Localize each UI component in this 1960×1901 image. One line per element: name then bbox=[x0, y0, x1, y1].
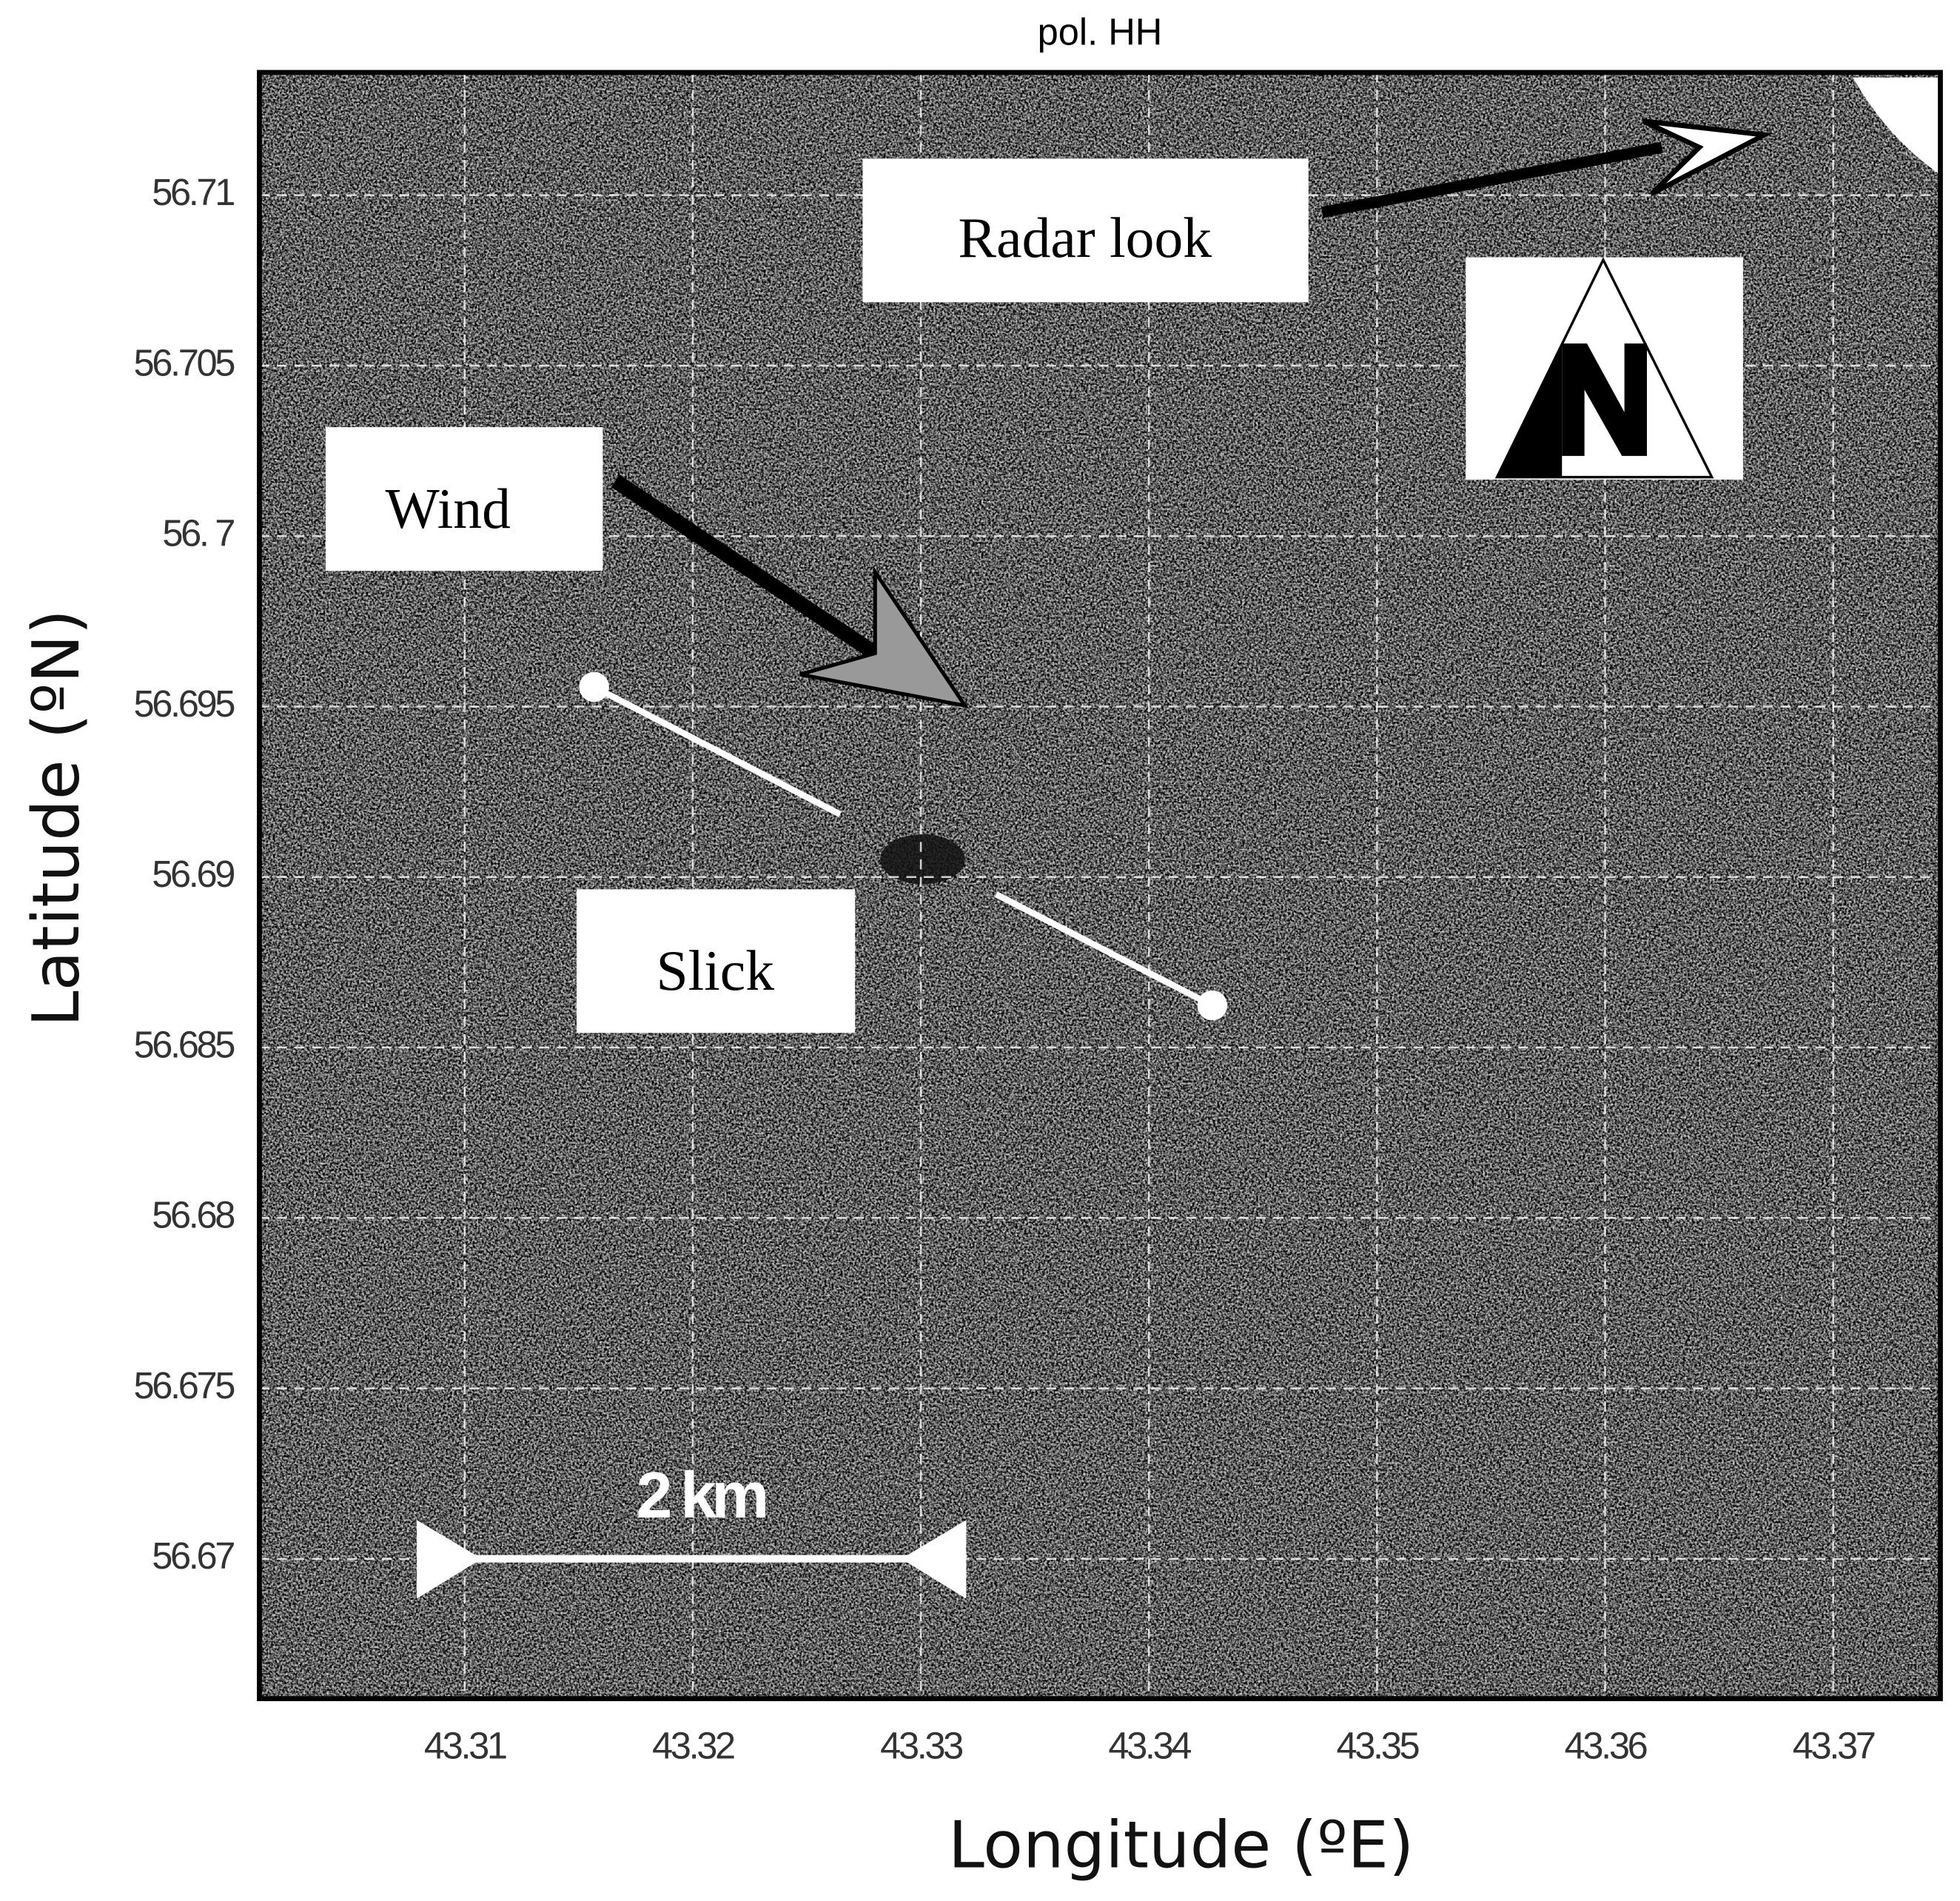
wind-arrow-head bbox=[799, 566, 970, 708]
x-tick-label: 43.31 bbox=[424, 1725, 506, 1767]
y-axis-label: Latitude (ºN) bbox=[19, 609, 94, 1027]
y-tick-label: 56.71 bbox=[152, 171, 234, 213]
x-tick-label: 43.33 bbox=[880, 1725, 962, 1767]
y-tick-label: 56.67 bbox=[152, 1535, 234, 1577]
x-tick-label: 43.34 bbox=[1108, 1725, 1191, 1767]
annotations: Radar look Wind Slick 2 km bbox=[325, 118, 1773, 1599]
scale-label: 2 km bbox=[637, 1459, 766, 1532]
scale-cap bbox=[417, 1520, 482, 1599]
y-tick-label: 56.705 bbox=[133, 341, 235, 383]
y-tick-label: 56. 7 bbox=[162, 512, 234, 554]
x-tick-label: 43.35 bbox=[1336, 1725, 1419, 1767]
radar-arrow-shaft bbox=[1320, 141, 1663, 218]
land-corner bbox=[1853, 77, 1941, 175]
north-letter bbox=[1562, 343, 1647, 456]
slick-end bbox=[579, 671, 609, 703]
label-box bbox=[577, 889, 856, 1033]
frame bbox=[257, 70, 1943, 1702]
x-tick-label: 43.36 bbox=[1565, 1725, 1647, 1767]
x-tick-label: 43.37 bbox=[1793, 1725, 1875, 1767]
annotation: Radar look bbox=[958, 206, 1212, 269]
slick-spot bbox=[880, 834, 965, 885]
chart-title: pol. HH bbox=[1038, 11, 1163, 53]
y-tick-label: 56.695 bbox=[133, 683, 235, 725]
label-box bbox=[862, 158, 1309, 303]
label-box bbox=[325, 427, 603, 571]
slick-line bbox=[592, 684, 842, 817]
scale-cap bbox=[901, 1520, 967, 1599]
y-tick-label: 56.68 bbox=[152, 1194, 234, 1236]
y-tick-label: 56.685 bbox=[133, 1023, 235, 1065]
x-tick-label: 43.32 bbox=[652, 1725, 734, 1767]
grid bbox=[259, 72, 1941, 1699]
y-tick-label: 56.69 bbox=[152, 853, 234, 895]
annotation: Wind bbox=[386, 477, 511, 540]
radar-arrow-head bbox=[1642, 118, 1773, 196]
annotation: Slick bbox=[657, 939, 775, 1002]
wind-arrow-shaft bbox=[611, 475, 879, 660]
y-tick-label: 56.675 bbox=[133, 1364, 235, 1407]
slick-line bbox=[995, 891, 1214, 1008]
slick-end bbox=[1197, 990, 1228, 1021]
x-axis-label: Longitude (ºE) bbox=[948, 1807, 1414, 1882]
